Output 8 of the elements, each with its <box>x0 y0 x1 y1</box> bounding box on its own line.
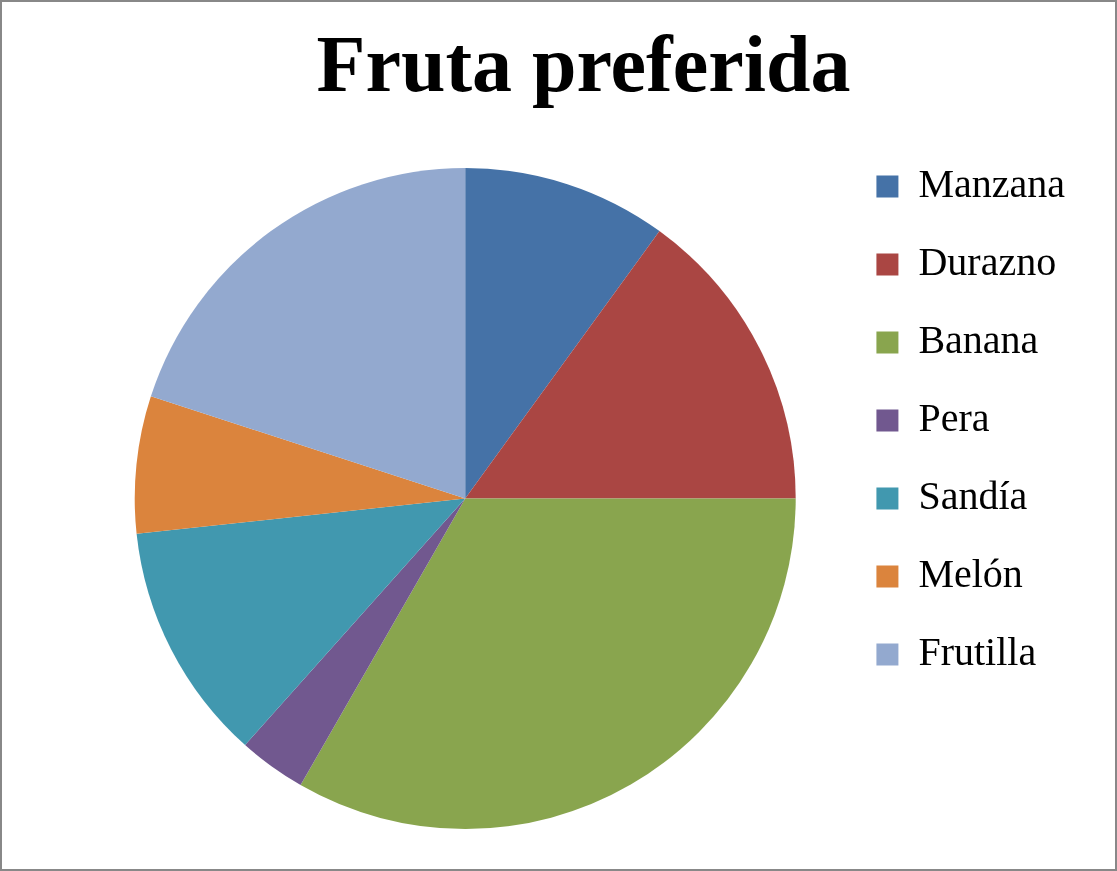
legend-label: Banana <box>918 317 1039 362</box>
legend-label: Pera <box>918 395 990 440</box>
chart-title: Fruta preferida <box>316 19 851 108</box>
legend-label: Sandía <box>918 473 1028 518</box>
legend-label: Melón <box>918 551 1023 596</box>
legend-label: Frutilla <box>918 629 1037 674</box>
legend-label: Manzana <box>918 161 1066 206</box>
legend-label: Durazno <box>918 239 1057 284</box>
